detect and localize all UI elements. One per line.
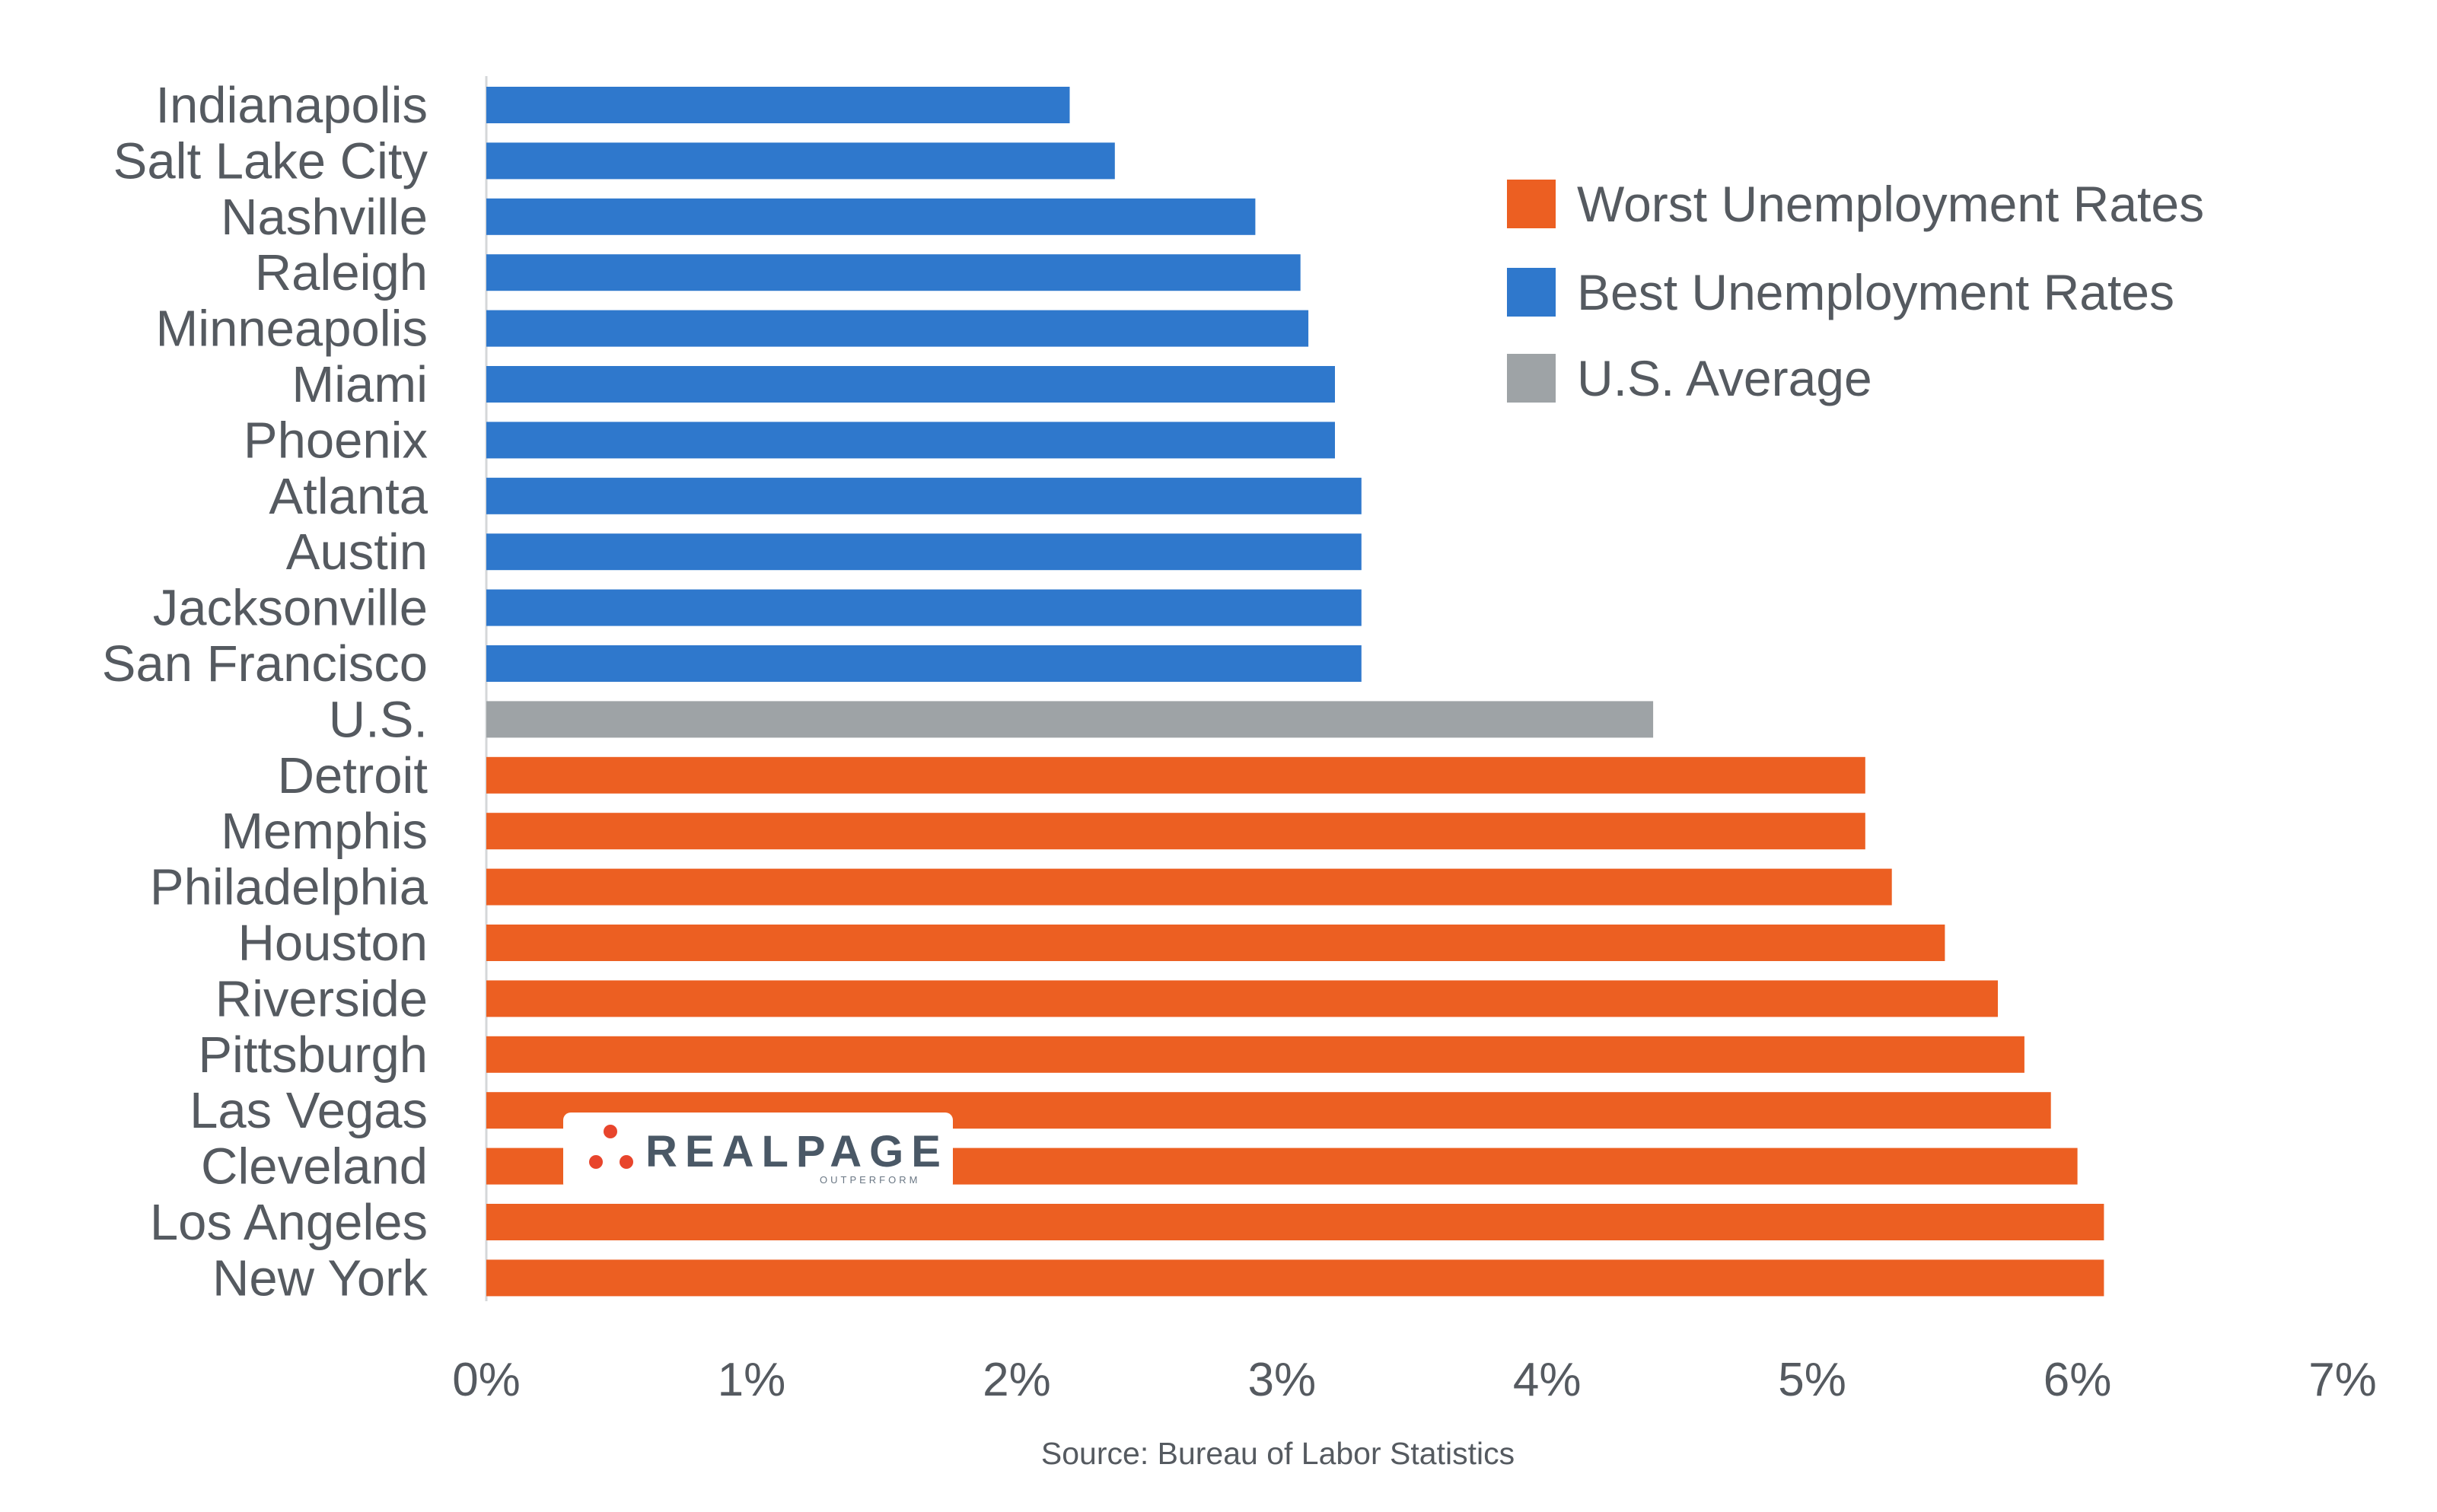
bar-memphis (486, 813, 1865, 850)
category-label-phoenix: Phoenix (244, 412, 428, 469)
category-label-cleveland: Cleveland (201, 1138, 428, 1195)
bar-nashville (486, 198, 1256, 235)
category-label-san-francisco: San Francisco (102, 635, 428, 692)
bar-salt-lake-city (486, 142, 1115, 180)
x-tick-label: 5% (1778, 1354, 1846, 1406)
x-tick-label: 6% (2044, 1354, 2112, 1406)
legend: Worst Unemployment Rates Best Unemploymen… (1507, 176, 2204, 406)
bar-los-angeles (486, 1204, 2104, 1240)
logo-dot-icon (604, 1125, 617, 1138)
category-label-memphis: Memphis (221, 803, 428, 860)
logo-background (563, 1113, 953, 1191)
logo-dot-icon (589, 1155, 603, 1169)
bar-houston (486, 925, 1945, 961)
bar-detroit (486, 756, 1865, 794)
category-label-new-york: New York (212, 1249, 428, 1307)
bar-san-francisco (486, 645, 1362, 682)
category-label-u-s: U.S. (329, 691, 428, 748)
bar-phoenix (486, 422, 1335, 459)
bar-riverside (486, 980, 1998, 1017)
category-label-riverside: Riverside (215, 970, 428, 1027)
x-tick-labels: 0% 1% 2% 3% 4% 5% 6% 7% (452, 1354, 2377, 1406)
logo-wordmark: REALPAGE (645, 1127, 948, 1176)
category-label-los-angeles: Los Angeles (150, 1194, 428, 1251)
bar-philadelphia (486, 868, 1892, 906)
bar-new-york (486, 1259, 2104, 1297)
bars-group (486, 87, 2104, 1297)
category-label-nashville: Nashville (221, 189, 428, 246)
x-tick-label: 3% (1247, 1354, 1316, 1406)
category-label-las-vegas: Las Vegas (190, 1082, 428, 1139)
legend-swatch-worst (1507, 180, 1556, 228)
category-label-salt-lake-city: Salt Lake City (113, 132, 428, 189)
category-label-jacksonville: Jacksonville (153, 580, 428, 637)
source-note: Source: Bureau of Labor Statistics (1041, 1436, 1515, 1471)
x-tick-label: 4% (1513, 1354, 1582, 1406)
legend-label-best: Best Unemployment Rates (1577, 264, 2174, 320)
legend-swatch-best (1507, 268, 1556, 317)
legend-label-worst: Worst Unemployment Rates (1577, 176, 2204, 232)
x-tick-label: 2% (983, 1354, 1051, 1406)
bar-minneapolis (486, 310, 1309, 347)
category-label-indianapolis: Indianapolis (155, 77, 428, 134)
x-tick-label: 1% (718, 1354, 786, 1406)
category-label-austin: Austin (286, 524, 428, 581)
bar-miami (486, 366, 1335, 403)
legend-label-average: U.S. Average (1577, 350, 1872, 406)
category-label-miami: Miami (291, 356, 428, 413)
legend-swatch-average (1507, 354, 1556, 403)
bar-indianapolis (486, 87, 1070, 123)
bar-jacksonville (486, 589, 1362, 626)
category-label-raleigh: Raleigh (255, 244, 428, 301)
bar-u-s (486, 701, 1654, 738)
category-label-minneapolis: Minneapolis (155, 301, 428, 358)
bar-raleigh (486, 254, 1301, 291)
category-label-detroit: Detroit (278, 747, 428, 804)
x-tick-label: 0% (452, 1354, 521, 1406)
category-label-philadelphia: Philadelphia (150, 859, 428, 916)
category-label-pittsburgh: Pittsburgh (198, 1027, 428, 1084)
category-label-houston: Houston (237, 915, 428, 972)
category-label-atlanta: Atlanta (269, 468, 428, 525)
bar-atlanta (486, 477, 1362, 514)
realpage-logo: REALPAGE OUTPERFORM (563, 1113, 953, 1191)
x-tick-label: 7% (2308, 1354, 2377, 1406)
logo-tagline: OUTPERFORM (820, 1174, 920, 1186)
logo-dot-icon (620, 1155, 633, 1169)
bar-pittsburgh (486, 1036, 2024, 1073)
bar-austin (486, 533, 1362, 571)
